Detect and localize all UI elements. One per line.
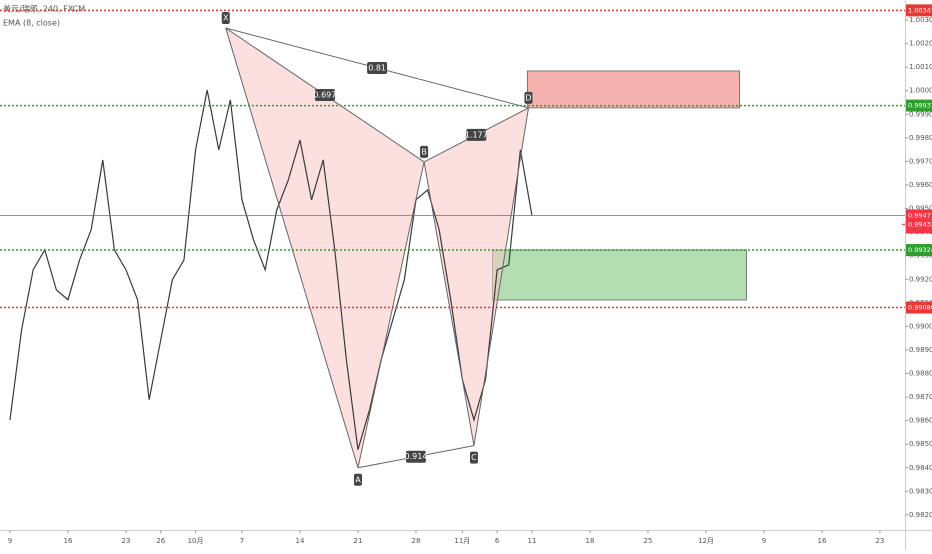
indicator-header: EMA (8, close) [3,19,60,28]
x-tick-label: 6 [495,537,500,545]
ratio-label: 1.177 [465,130,488,139]
x-tick-label: 12月 [698,537,714,545]
x-tick-label: 16 [817,537,826,545]
ema-tag-label: 0.99433 [908,220,932,228]
x-tick-label: 11月 [454,537,470,545]
x-tick-label: 9 [8,537,12,545]
current-price-tag-label: 0.99471 [908,211,932,219]
x-tick-label: 28 [412,537,421,545]
x-tick-label: 23 [122,537,131,545]
level-tag [906,4,932,17]
pattern-leg [473,107,529,446]
point-label: C [471,453,477,462]
ratio-badge [405,450,426,463]
pattern-leg [423,161,475,446]
y-tick-label: 1.00300 [909,16,932,24]
point-label: X [223,14,229,23]
level-tag-label: 0.99324 [908,246,932,254]
point-label: D [525,93,531,102]
pattern-fill [225,28,425,468]
ratio-label: 0.914 [405,452,428,461]
x-tick-label: 23 [875,537,884,545]
x-tick-label: 26 [156,537,165,545]
y-tick-label: 1.00200 [909,40,932,48]
point-label: A [355,475,361,484]
point-label: B [421,147,427,156]
level-tag-label: 1.00341 [908,6,932,14]
point-badge [353,473,362,486]
x-tick-label: 10月 [188,537,204,545]
ratio-badge [367,61,388,74]
level-tag [906,99,932,112]
price-line [9,89,533,450]
y-tick-label: 0.99900 [909,110,932,118]
pattern-fill [424,107,529,446]
y-tick-label: 1.00100 [909,63,932,71]
ratio-badge [466,128,487,141]
zone-box [492,249,747,301]
ratio-label: 0.697 [313,90,336,99]
level-tag [906,301,932,314]
point-badge [524,91,533,104]
level-tag-label: 0.99937 [908,102,932,110]
x-tick-label: 21 [354,537,363,545]
ema-tag [906,218,932,231]
ratio-label: 0.81 [368,63,386,72]
symbol-header: 美元/瑞郎, 240, FXCM [3,4,85,14]
point-badge [221,12,230,25]
x-tick-label: 18 [585,537,594,545]
point-badge [420,145,429,158]
zone-box [526,70,740,109]
pattern-leg [357,161,425,468]
y-tick-label: 1.00000 [909,87,932,95]
point-badge [469,451,478,464]
x-tick-label: 16 [64,537,73,545]
x-tick-label: 9 [762,537,766,545]
x-tick-label: 25 [643,537,652,545]
x-tick-label: 11 [527,537,536,545]
pattern-leg [225,27,359,468]
x-tick-label: 7 [240,537,244,545]
ratio-badge [314,88,335,101]
level-tag [906,244,932,257]
x-tick-label: 14 [296,537,305,545]
